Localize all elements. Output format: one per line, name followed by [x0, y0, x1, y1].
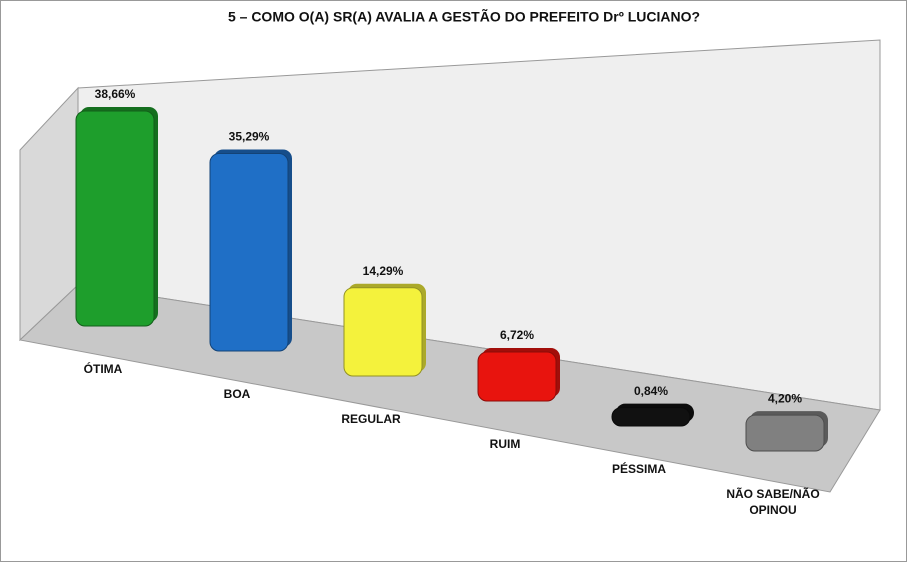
chart-title: 5 – COMO O(A) SR(A) AVALIA A GESTÃO DO P… — [228, 8, 700, 25]
x-tick-label: NÃO SABE/NÃO OPINOU — [726, 486, 819, 517]
value-label: 14,29% — [363, 264, 404, 278]
bar — [745, 414, 825, 452]
x-tick-label: RUIM — [490, 437, 521, 451]
bar — [611, 407, 691, 427]
bar — [209, 152, 289, 352]
value-label: 38,66% — [95, 87, 136, 101]
x-tick-label: REGULAR — [341, 412, 401, 426]
value-label: 35,29% — [229, 130, 270, 144]
bar — [75, 110, 155, 327]
x-tick-label: PÉSSIMA — [612, 461, 666, 476]
value-label: 0,84% — [634, 384, 668, 398]
x-tick-label: BOA — [224, 387, 251, 401]
bar — [343, 287, 423, 377]
value-label: 4,20% — [768, 391, 802, 405]
bar — [477, 351, 557, 402]
x-tick-label: ÓTIMA — [84, 361, 123, 376]
value-label: 6,72% — [500, 328, 534, 342]
